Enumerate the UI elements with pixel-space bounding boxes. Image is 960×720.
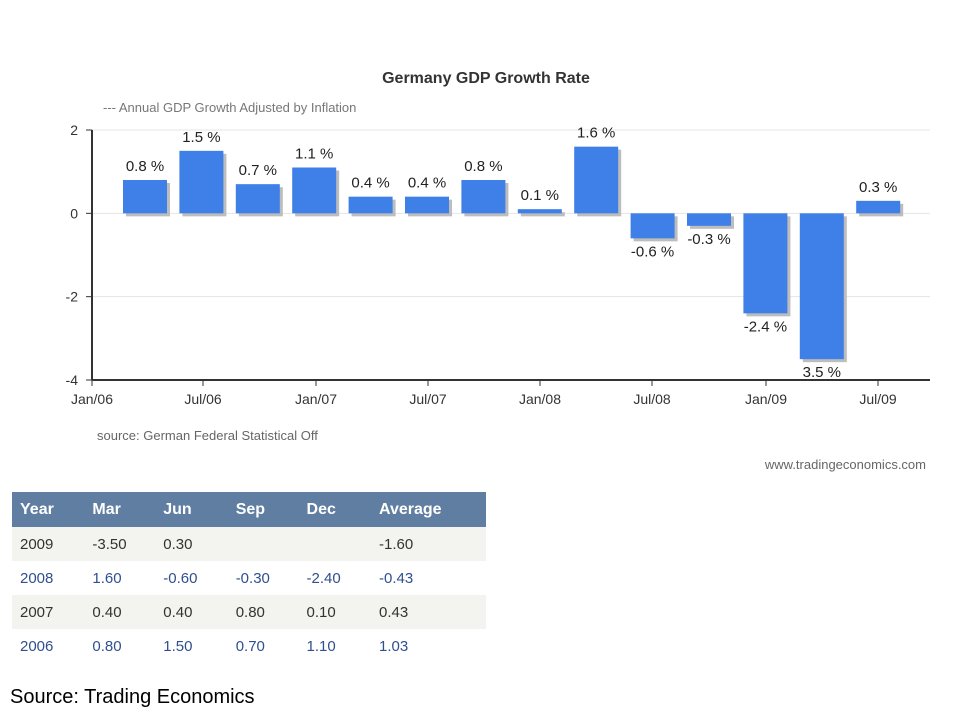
bars: 0.8 % 1.5 % 0.7 % 1.1 % 0.4 % 0.4 % 0.8 % 0.1 %… bbox=[123, 125, 904, 381]
x-tick-label: Jul/06 bbox=[184, 391, 222, 407]
bar-data-label: 0.7 % bbox=[239, 162, 277, 179]
bar-data-label: 0.8 % bbox=[126, 158, 164, 175]
table-cell: 1.60 bbox=[84, 561, 156, 595]
table-row: 2009 -3.50 0.30 -1.60 bbox=[12, 527, 486, 561]
table-cell: 1.10 bbox=[298, 629, 371, 663]
bar bbox=[799, 213, 844, 360]
x-axis-ticks: Jan/06 Jul/06 Jan/07 Jul/07 Jan/08 Jul/08 Jan/… bbox=[71, 380, 897, 407]
table-cell: -0.60 bbox=[155, 561, 228, 595]
column-header: Jun bbox=[155, 492, 228, 527]
bar bbox=[687, 213, 731, 226]
legend-label: --- Annual GDP Growth Adjusted by Inflat… bbox=[103, 100, 356, 115]
y-tick-label: -2 bbox=[66, 289, 79, 305]
chart-title: Germany GDP Growth Rate bbox=[382, 70, 590, 87]
table-row: 2008 1.60 -0.60 -0.30 -2.40 -0.43 bbox=[12, 561, 486, 595]
bar bbox=[856, 200, 901, 214]
table-header-row: Year Mar Jun Sep Dec Average bbox=[12, 492, 486, 527]
table-cell: 2007 bbox=[12, 595, 85, 629]
bar bbox=[405, 196, 449, 214]
table-cell: 2008 bbox=[12, 561, 85, 595]
table-cell bbox=[227, 527, 299, 561]
bar bbox=[348, 196, 393, 214]
column-header: Dec bbox=[298, 492, 371, 527]
table-cell: 0.40 bbox=[155, 595, 228, 629]
column-header: Average bbox=[371, 492, 486, 527]
x-tick-label: Jan/06 bbox=[71, 391, 113, 407]
bar bbox=[517, 209, 562, 214]
gdp-chart: Germany GDP Growth Rate --- Annual GDP G… bbox=[66, 70, 930, 472]
bar bbox=[235, 184, 280, 214]
x-tick-label: Jul/07 bbox=[409, 391, 447, 407]
table-cell: 0.70 bbox=[227, 629, 299, 663]
table-cell: 1.03 bbox=[371, 629, 486, 663]
bar-data-label: -2.4 % bbox=[744, 318, 787, 335]
column-header: Mar bbox=[84, 492, 156, 527]
bar bbox=[630, 213, 675, 239]
bar-data-label: 0.4 % bbox=[351, 175, 389, 192]
x-tick-label: Jan/07 bbox=[295, 391, 337, 407]
bar bbox=[123, 180, 167, 214]
table-cell: -2.40 bbox=[298, 561, 371, 595]
bar-data-label: 0.3 % bbox=[859, 179, 897, 196]
table-cell: 0.30 bbox=[155, 527, 228, 561]
table-cell: 0.43 bbox=[371, 595, 486, 629]
table-cell: -0.30 bbox=[227, 561, 299, 595]
table-cell: -3.50 bbox=[84, 527, 156, 561]
table-cell: 2009 bbox=[12, 527, 85, 561]
x-tick-label: Jan/08 bbox=[519, 391, 561, 407]
bar bbox=[292, 167, 337, 214]
column-header: Sep bbox=[227, 492, 299, 527]
column-header: Year bbox=[12, 492, 85, 527]
y-axis-ticks: 2 0 -2 -4 bbox=[66, 122, 92, 388]
bar-data-label: 1.5 % bbox=[182, 129, 220, 146]
bar bbox=[743, 213, 788, 314]
table-cell: -1.60 bbox=[371, 527, 486, 561]
table-cell: 0.40 bbox=[84, 595, 156, 629]
table-row: 2006 0.80 1.50 0.70 1.10 1.03 bbox=[12, 629, 486, 663]
table-cell: 0.10 bbox=[298, 595, 371, 629]
x-tick-label: Jan/09 bbox=[745, 391, 787, 407]
bar-data-label: 1.6 % bbox=[577, 125, 615, 142]
gdp-table: Year Mar Jun Sep Dec Average 2009 -3.50 0.30 -1.… bbox=[12, 492, 486, 663]
table-cell bbox=[298, 527, 371, 561]
bar bbox=[574, 146, 619, 214]
table-row: 2007 0.40 0.40 0.80 0.10 0.43 bbox=[12, 595, 486, 629]
y-tick-label: -4 bbox=[66, 372, 79, 388]
bar-data-label: 0.8 % bbox=[464, 158, 502, 175]
bar-shadow bbox=[520, 212, 565, 217]
x-tick-label: Jul/08 bbox=[633, 391, 671, 407]
table-cell: 0.80 bbox=[227, 595, 299, 629]
bar-data-label: -0.6 % bbox=[631, 243, 674, 260]
y-tick-label: 2 bbox=[70, 122, 78, 138]
table-cell: 2006 bbox=[12, 629, 85, 663]
bar bbox=[461, 180, 506, 214]
footer-source: Source: Trading Economics bbox=[10, 686, 255, 708]
watermark-url: www.tradingeconomics.com bbox=[764, 457, 926, 472]
bar bbox=[179, 150, 224, 214]
x-tick-label: Jul/09 bbox=[859, 391, 897, 407]
bar-data-label: 3.5 % bbox=[803, 364, 841, 381]
bar-data-label: 1.1 % bbox=[295, 146, 333, 163]
bar-data-label: 0.4 % bbox=[408, 175, 446, 192]
table-cell: 0.80 bbox=[84, 629, 156, 663]
y-tick-label: 0 bbox=[70, 205, 78, 221]
bar-data-label: -0.3 % bbox=[687, 231, 730, 248]
table-cell: -0.43 bbox=[371, 561, 486, 595]
bar-data-label: 0.1 % bbox=[521, 187, 559, 204]
chart-source-note: source: German Federal Statistical Off bbox=[97, 428, 318, 443]
table-cell: 1.50 bbox=[155, 629, 228, 663]
